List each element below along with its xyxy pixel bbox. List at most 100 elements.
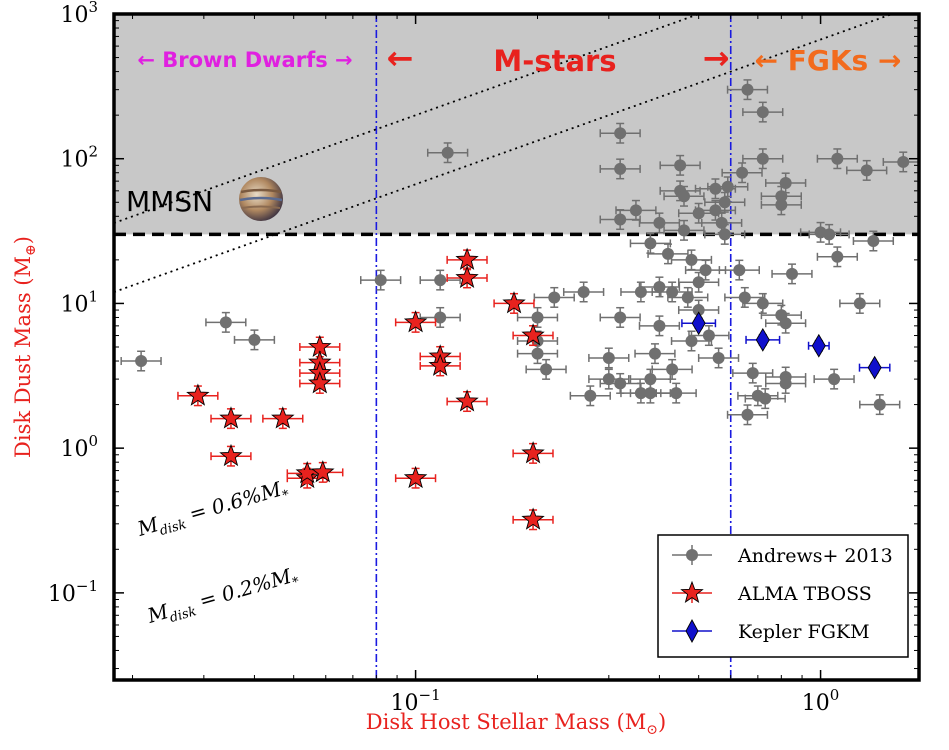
svg-text:ALMA TBOSS: ALMA TBOSS <box>737 583 872 605</box>
marker-circle <box>653 216 666 229</box>
data-point <box>704 191 746 213</box>
data-point <box>742 148 784 170</box>
data-point <box>744 388 786 410</box>
data-point <box>569 385 611 407</box>
y-tick-label: 100 <box>60 432 98 462</box>
data-point <box>512 441 554 464</box>
marker-star <box>521 323 545 346</box>
svg-text:Andrews+ 2013: Andrews+ 2013 <box>737 545 893 567</box>
marker-circle <box>219 316 232 329</box>
marker-circle <box>434 311 447 324</box>
data-point <box>742 101 784 123</box>
data-point <box>659 154 701 176</box>
data-point <box>799 221 842 243</box>
data-point <box>651 358 693 380</box>
region-label-m-stars: M-stars <box>493 44 616 78</box>
marker-circle <box>756 152 769 165</box>
marker-circle <box>702 329 715 342</box>
marker-diamond <box>755 327 770 352</box>
data-point <box>846 159 888 181</box>
region-label-brown-dwarfs: ← Brown Dwarfs → <box>137 48 352 72</box>
marker-circle <box>666 285 679 298</box>
marker-circle <box>814 226 827 239</box>
marker-circle <box>759 392 772 405</box>
marker-circle <box>756 297 769 310</box>
marker-circle <box>779 176 792 189</box>
data-point <box>419 306 461 328</box>
marker-circle <box>602 373 615 386</box>
data-point <box>663 185 705 207</box>
legend: Andrews+ 2013 ALMA TBOSS Kepler FGKM <box>657 534 909 658</box>
legend-marker-star <box>680 580 704 603</box>
series-diamond <box>681 311 891 380</box>
legend-marker-circle <box>686 549 698 561</box>
marker-circle <box>692 304 705 317</box>
data-point <box>634 343 676 365</box>
marker-star <box>186 383 210 406</box>
data-point <box>512 323 554 347</box>
mmsn-label: MMSN <box>126 185 213 218</box>
marker-circle <box>614 162 627 175</box>
ratio-label-02: Mdisk = 0.2%M* <box>144 562 302 632</box>
data-point <box>446 265 488 289</box>
marker-circle <box>441 146 454 159</box>
data-point <box>667 286 709 308</box>
y-tick-label: 102 <box>60 143 98 173</box>
marker-star <box>455 265 479 288</box>
region-labels: ← Brown Dwarfs → ← M-stars → ← FGKs → <box>137 39 901 78</box>
marker-circle <box>614 213 627 226</box>
marker-circle <box>681 291 694 304</box>
data-point <box>760 194 803 216</box>
data-point <box>120 350 162 372</box>
marker-circle <box>677 224 690 237</box>
y-tick-label: 101 <box>60 287 98 317</box>
marker-star <box>308 371 332 394</box>
data-point <box>697 347 740 369</box>
marker-diamond <box>867 355 882 380</box>
data-point <box>533 286 575 308</box>
data-point <box>512 507 554 531</box>
marker-circle <box>531 311 544 324</box>
ratio-line-1 <box>114 14 895 293</box>
marker-star <box>271 406 295 429</box>
data-point <box>419 269 461 291</box>
series-star <box>177 247 554 531</box>
data-point <box>764 372 807 394</box>
marker-circle <box>531 347 544 360</box>
data-point <box>732 362 774 384</box>
marker-circle <box>644 387 657 400</box>
marker-circle <box>741 408 754 421</box>
data-point <box>394 310 437 333</box>
marker-circle <box>775 198 788 211</box>
marker-circle <box>860 164 873 177</box>
marker-star <box>502 291 526 314</box>
marker-circle <box>738 291 751 304</box>
x-tick-label: 100 <box>802 686 840 716</box>
marker-star <box>403 310 428 333</box>
data-point <box>745 327 781 352</box>
data-point <box>177 383 219 407</box>
marker-circle <box>746 367 759 380</box>
marker-circle <box>644 373 657 386</box>
data-point <box>688 325 730 347</box>
marker-circle <box>718 228 731 241</box>
data-point <box>262 406 304 430</box>
marker-circle <box>873 398 886 411</box>
data-point <box>852 230 895 252</box>
marker-circle <box>736 166 749 179</box>
marker-circle <box>634 285 647 298</box>
marker-circle <box>828 373 841 386</box>
marker-circle <box>692 207 705 220</box>
data-point <box>726 404 769 426</box>
marker-circle <box>653 319 666 332</box>
series-circle <box>120 79 919 426</box>
marker-circle <box>670 387 683 400</box>
marker-circle <box>699 264 712 277</box>
marker-circle <box>135 355 148 368</box>
marker-circle <box>674 159 687 172</box>
data-point <box>839 292 881 314</box>
marker-circle <box>666 363 679 376</box>
legend-entry-andrews: Andrews+ 2013 <box>672 545 893 567</box>
marker-circle <box>779 317 792 330</box>
